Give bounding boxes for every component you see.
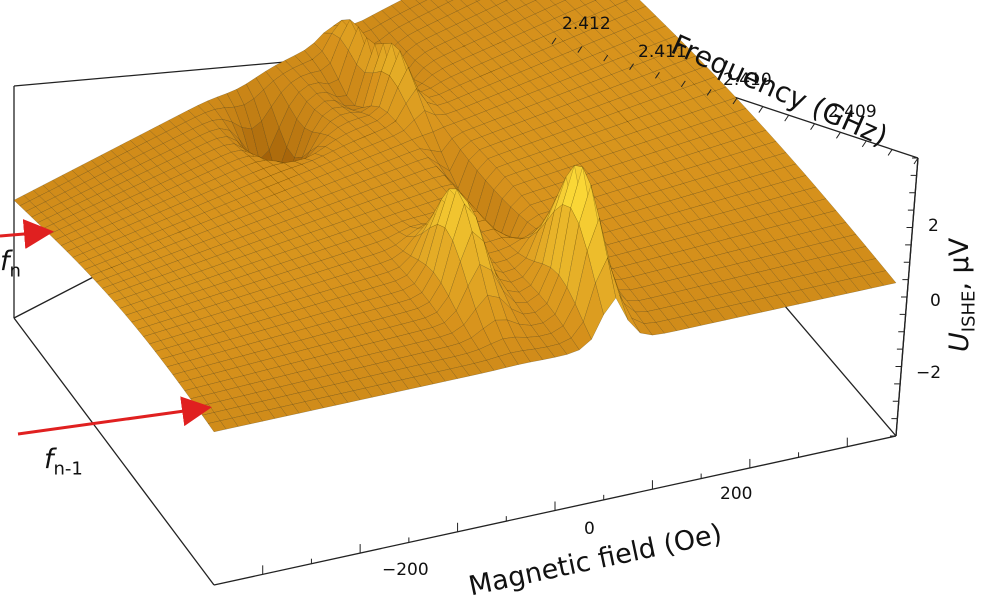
freq-tick-label: 2.412 bbox=[562, 14, 611, 34]
freq-tick bbox=[655, 72, 660, 79]
fn1-arrow bbox=[17, 396, 212, 436]
freq-tick bbox=[603, 54, 609, 62]
fn-label: fn bbox=[0, 246, 21, 281]
freq-tick bbox=[577, 46, 583, 53]
field-tick-label: 200 bbox=[720, 484, 753, 504]
fn1-label: fn-1 bbox=[44, 444, 83, 479]
field-tick-label: −200 bbox=[382, 560, 429, 580]
freq-tick bbox=[732, 97, 738, 105]
voltage-symbol: U bbox=[944, 332, 975, 352]
voltage-subscript: ISHE bbox=[958, 290, 980, 333]
voltage-tick-label: 0 bbox=[930, 291, 941, 311]
field-tick-label: 0 bbox=[584, 519, 595, 539]
voltage-tick-label: 2 bbox=[928, 216, 939, 236]
surface-facet bbox=[873, 270, 897, 286]
freq-tick bbox=[706, 89, 712, 96]
freq-tick-label: 2.409 bbox=[828, 102, 877, 122]
freq-tick bbox=[810, 123, 815, 130]
fn-arrow bbox=[0, 219, 54, 249]
box-edge bbox=[13, 317, 215, 586]
voltage-unit: , μV bbox=[944, 237, 975, 291]
freq-tick bbox=[836, 132, 841, 139]
freq-tick bbox=[551, 37, 557, 45]
surface-facet bbox=[445, 0, 454, 3]
fn-symbol: f bbox=[0, 246, 10, 277]
axis-ticks bbox=[262, 37, 919, 575]
freq-tick bbox=[861, 140, 867, 148]
freq-tick bbox=[913, 157, 919, 165]
fn1-subscript: n-1 bbox=[53, 458, 83, 480]
freq-tick-label: 2.411 bbox=[638, 42, 687, 62]
annotation-arrows bbox=[0, 219, 212, 436]
freq-tick bbox=[629, 63, 634, 70]
freq-tick-label: 2.410 bbox=[723, 70, 772, 90]
voltage-axis-title: UISHE, μV bbox=[944, 238, 979, 352]
freq-tick bbox=[784, 114, 790, 122]
fn-subscript: n bbox=[9, 260, 21, 282]
freq-tick bbox=[758, 106, 764, 113]
freq-tick bbox=[680, 80, 686, 88]
fn1-symbol: f bbox=[44, 444, 54, 475]
freq-tick bbox=[887, 149, 893, 156]
voltage-tick-label: −2 bbox=[916, 363, 942, 383]
